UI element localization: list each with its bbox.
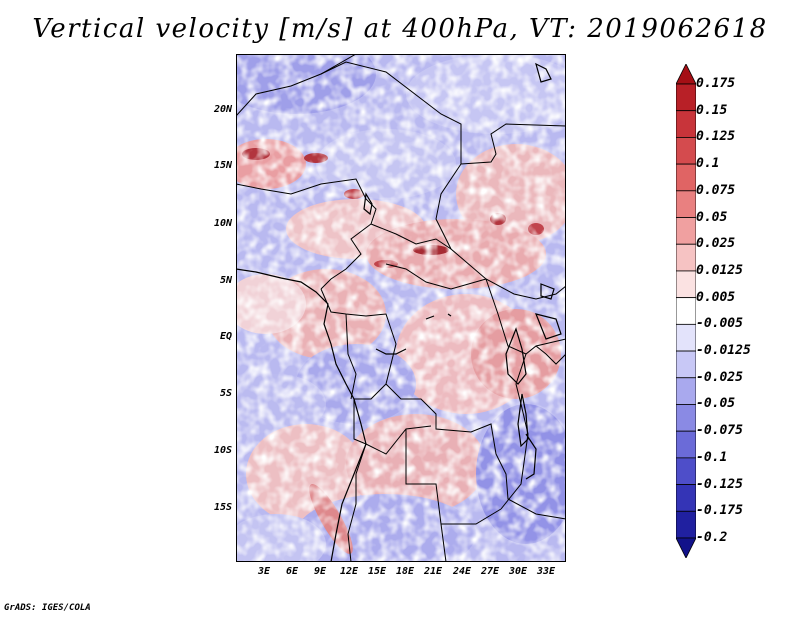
colorbar-bin <box>676 404 696 432</box>
lon-label-30e: 30E <box>508 566 528 577</box>
colorbar-tick-label: 0.125 <box>696 129 736 145</box>
colorbar-tick-label: 0.05 <box>696 209 728 225</box>
colorbar-bin <box>676 217 696 245</box>
colorbar-bin <box>676 297 696 325</box>
map-title: Vertical velocity [m/s] at 400hPa, VT: 2… <box>32 14 768 44</box>
colorbar-bin <box>676 270 696 299</box>
colorbar-tick-label: 0.005 <box>696 289 736 305</box>
colorbar-tick-label: -0.075 <box>696 423 743 439</box>
colorbar-tick-label: -0.025 <box>696 369 743 385</box>
lat-label-10n: 10N <box>213 218 232 229</box>
colorbar-bin <box>676 484 696 512</box>
lon-label-33e: 33E <box>536 566 556 577</box>
lon-label-12e: 12E <box>339 566 359 577</box>
colorbar-tick-label: -0.005 <box>696 316 743 332</box>
lon-label-9e: 9E <box>313 566 327 577</box>
colorbar-tick-label: -0.125 <box>696 476 743 492</box>
lat-label-5s: 5S <box>219 388 232 399</box>
colorbar-bin <box>676 110 696 138</box>
colorbar <box>676 64 696 558</box>
colorbar-bin <box>676 430 696 459</box>
lon-label-21e: 21E <box>423 566 443 577</box>
colorbar-tick-label: 0.15 <box>696 102 728 118</box>
colorbar-bin <box>676 190 696 218</box>
coastline <box>236 268 452 562</box>
colorbar-tick-label: -0.0125 <box>696 343 751 359</box>
colorbar-tick-label: -0.1 <box>696 449 728 465</box>
country-boundaries <box>236 54 566 562</box>
lon-label-24e: 24E <box>452 566 472 577</box>
grads-credit: GrADS: IGES/COLA <box>4 603 91 613</box>
lon-label-18e: 18E <box>395 566 415 577</box>
lat-label-10s: 10S <box>213 445 232 456</box>
colorbar-tick-label: 0.175 <box>696 76 736 91</box>
colorbar-tick-label: 0.075 <box>696 182 736 198</box>
colorbar-tick-label: 0.0125 <box>696 262 743 278</box>
lat-label-15s: 15S <box>213 502 232 513</box>
lat-label-5n: 5N <box>219 275 232 286</box>
colorbar-tick-label: 0.025 <box>696 236 736 252</box>
colorbar-bin <box>676 350 696 379</box>
lat-label-15n: 15N <box>213 160 232 171</box>
lon-label-15e: 15E <box>367 566 387 577</box>
colorbar-tick-label: -0.2 <box>696 530 728 545</box>
map-frame <box>236 54 566 562</box>
colorbar-bin <box>676 137 696 165</box>
colorbar-tick-label: -0.175 <box>696 503 743 519</box>
colorbar-bin <box>676 510 696 539</box>
colorbar-bin <box>676 377 696 405</box>
colorbar-bin <box>676 537 696 558</box>
lon-label-27e: 27E <box>480 566 500 577</box>
colorbar-bin <box>676 64 696 85</box>
lakes <box>363 62 562 480</box>
colorbar-bin <box>676 83 696 112</box>
lat-label-eq: EQ <box>219 331 232 342</box>
colorbar-bin <box>676 163 696 192</box>
colorbar-bin <box>676 323 696 352</box>
field-texture <box>236 54 566 562</box>
lat-label-20n: 20N <box>213 104 232 115</box>
colorbar-bin <box>676 243 696 272</box>
lon-label-3e: 3E <box>257 566 271 577</box>
colorbar-tick-label: 0.1 <box>696 156 720 172</box>
colorbar-tick-label: -0.05 <box>696 396 736 412</box>
colorbar-bin <box>676 457 696 485</box>
map-plot <box>236 54 566 562</box>
lon-label-6e: 6E <box>285 566 299 577</box>
